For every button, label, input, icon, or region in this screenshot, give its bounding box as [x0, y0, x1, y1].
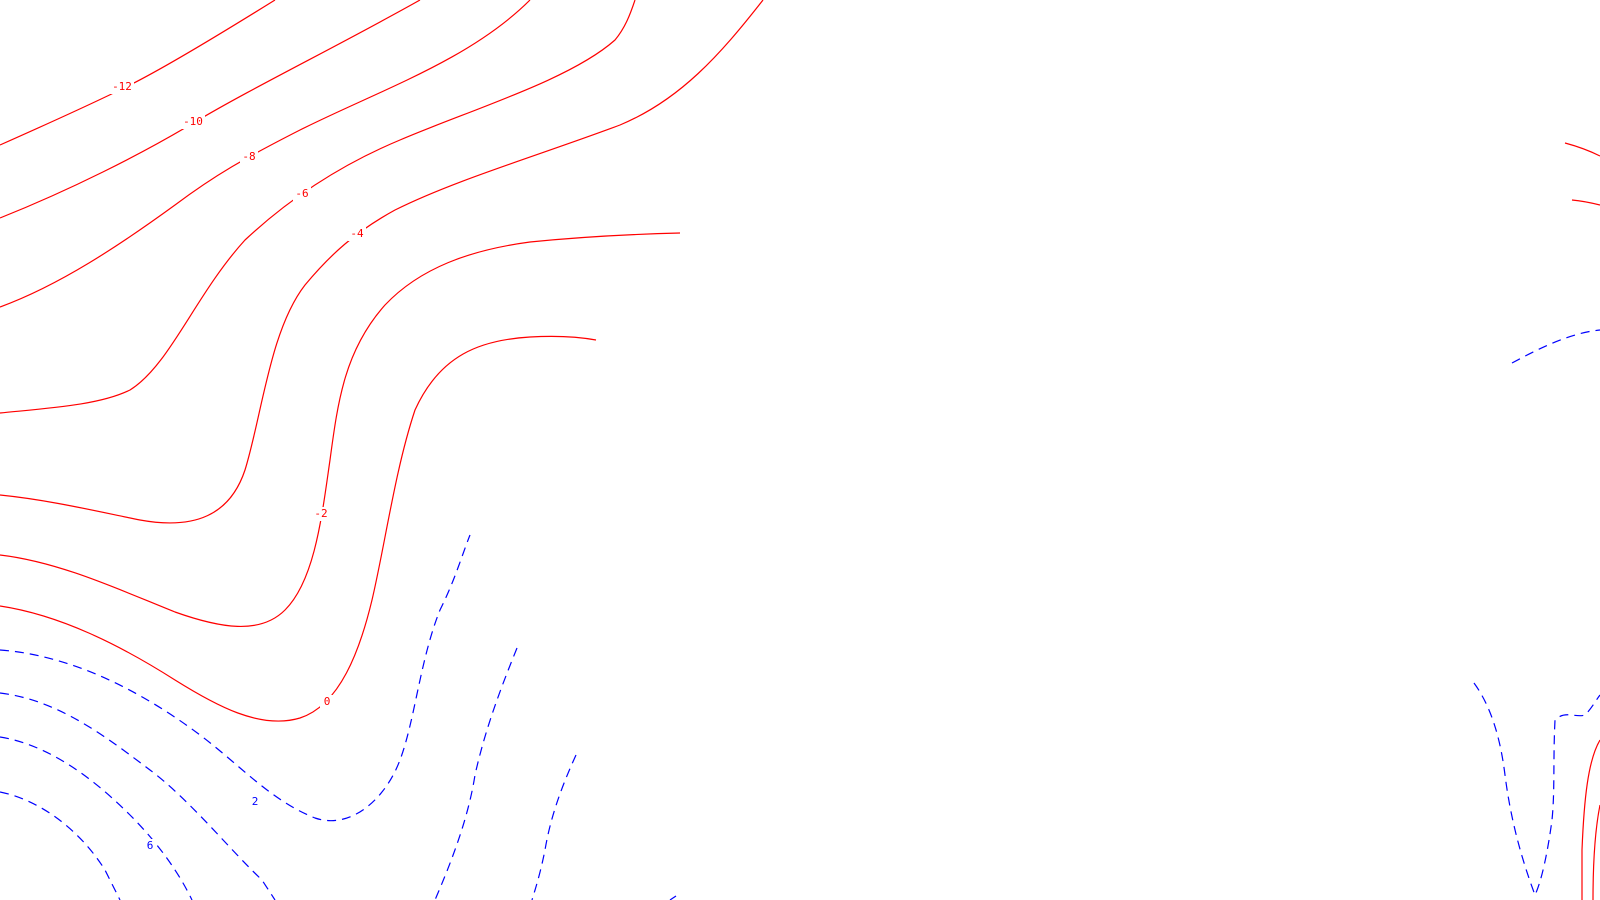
svg-text:0: 0	[324, 695, 331, 708]
contour-line-neg12	[0, 0, 276, 146]
contour-label-pos6: 6	[143, 839, 157, 853]
svg-text:-8: -8	[242, 150, 255, 163]
contour-line-neg6	[0, 0, 636, 414]
contour-line-pos-mid-1	[434, 647, 518, 900]
contour-label-neg4: -4	[348, 227, 366, 241]
contour-line-fragment-bottom-right-2	[1592, 804, 1600, 900]
contour-line-neg8	[0, 0, 531, 308]
contour-label-neg8: -8	[240, 150, 258, 164]
contour-label-neg10: -10	[181, 115, 205, 129]
contour-line-fragment-bottom-right	[1581, 739, 1600, 900]
contour-line-pos-mid-2	[531, 754, 577, 900]
contour-line-fragment-right-2	[1571, 199, 1600, 206]
contour-line-pos-right-top	[1511, 329, 1600, 364]
contour-label-zero: 0	[320, 695, 334, 709]
contour-line-zero	[0, 335, 597, 722]
contour-line-neg10	[0, 0, 421, 219]
contour-line-pos4	[0, 692, 276, 900]
contour-line-pos8	[0, 791, 121, 900]
svg-text:-6: -6	[295, 187, 308, 200]
contour-line-pos-right-bottom	[1473, 682, 1600, 897]
contour-line-fragment-right-1	[1564, 142, 1600, 157]
contour-line-pos-mid-3	[669, 895, 677, 900]
contour-line-pos2	[0, 534, 471, 822]
svg-text:6: 6	[147, 839, 154, 852]
svg-text:-2: -2	[314, 507, 327, 520]
contour-line-pos6	[0, 736, 193, 900]
contour-label-neg6: -6	[293, 187, 311, 201]
contour-label-neg12: -12	[110, 80, 134, 94]
svg-text:-10: -10	[183, 115, 203, 128]
svg-text:2: 2	[252, 795, 259, 808]
contour-label-pos2: 2	[248, 795, 262, 809]
svg-text:-4: -4	[350, 227, 364, 240]
contour-line-neg4	[0, 0, 764, 524]
contour-line-neg2	[0, 232, 681, 627]
contour-label-neg2: -2	[312, 507, 330, 521]
svg-text:-12: -12	[112, 80, 132, 93]
